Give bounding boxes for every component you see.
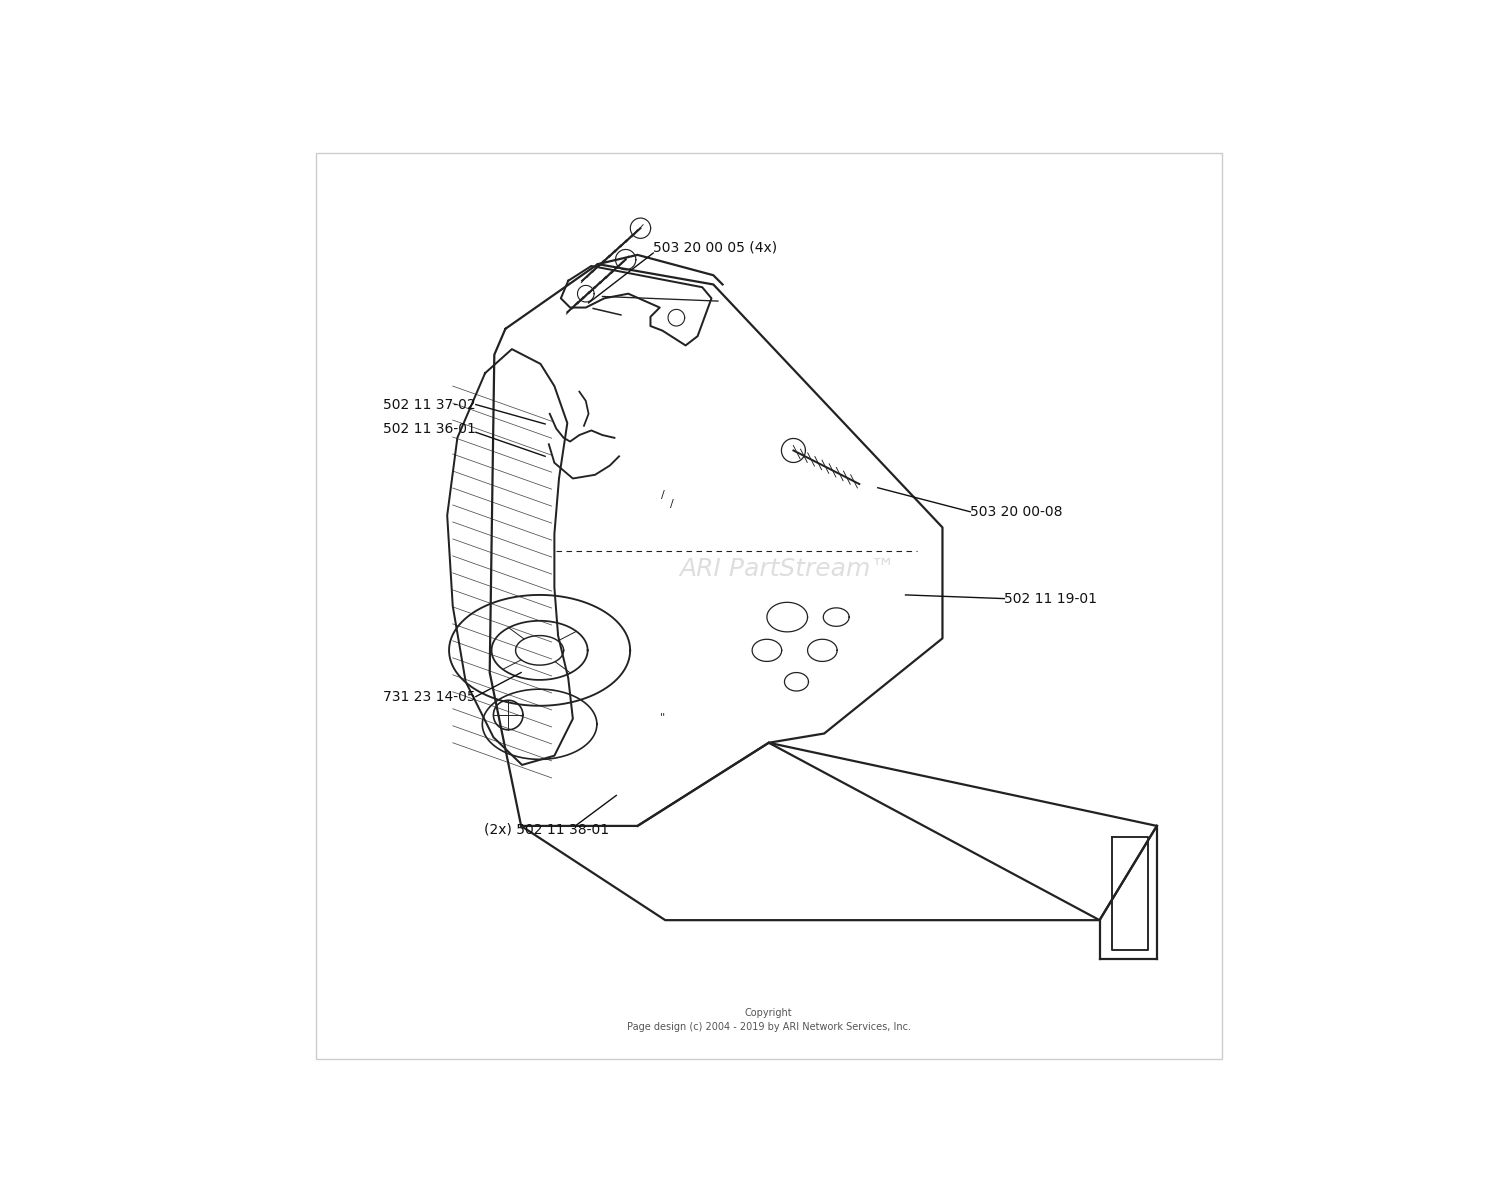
Text: ": " xyxy=(660,712,664,722)
Text: 502 11 19-01: 502 11 19-01 xyxy=(1005,592,1098,606)
Text: 503 20 00-08: 503 20 00-08 xyxy=(970,505,1062,518)
Text: /: / xyxy=(660,490,664,500)
Text: (2x) 502 11 38-01: (2x) 502 11 38-01 xyxy=(484,823,609,836)
Text: Copyright
Page design (c) 2004 - 2019 by ARI Network Services, Inc.: Copyright Page design (c) 2004 - 2019 by… xyxy=(627,1008,910,1032)
Text: /: / xyxy=(670,499,674,509)
Text: 731 23 14-05: 731 23 14-05 xyxy=(382,690,476,703)
Text: 503 20 00 05 (4x): 503 20 00 05 (4x) xyxy=(654,240,777,254)
Text: 502 11 36-01: 502 11 36-01 xyxy=(382,421,476,436)
Text: 502 11 37-02: 502 11 37-02 xyxy=(382,397,476,412)
Text: ARI PartStream™: ARI PartStream™ xyxy=(680,557,896,581)
